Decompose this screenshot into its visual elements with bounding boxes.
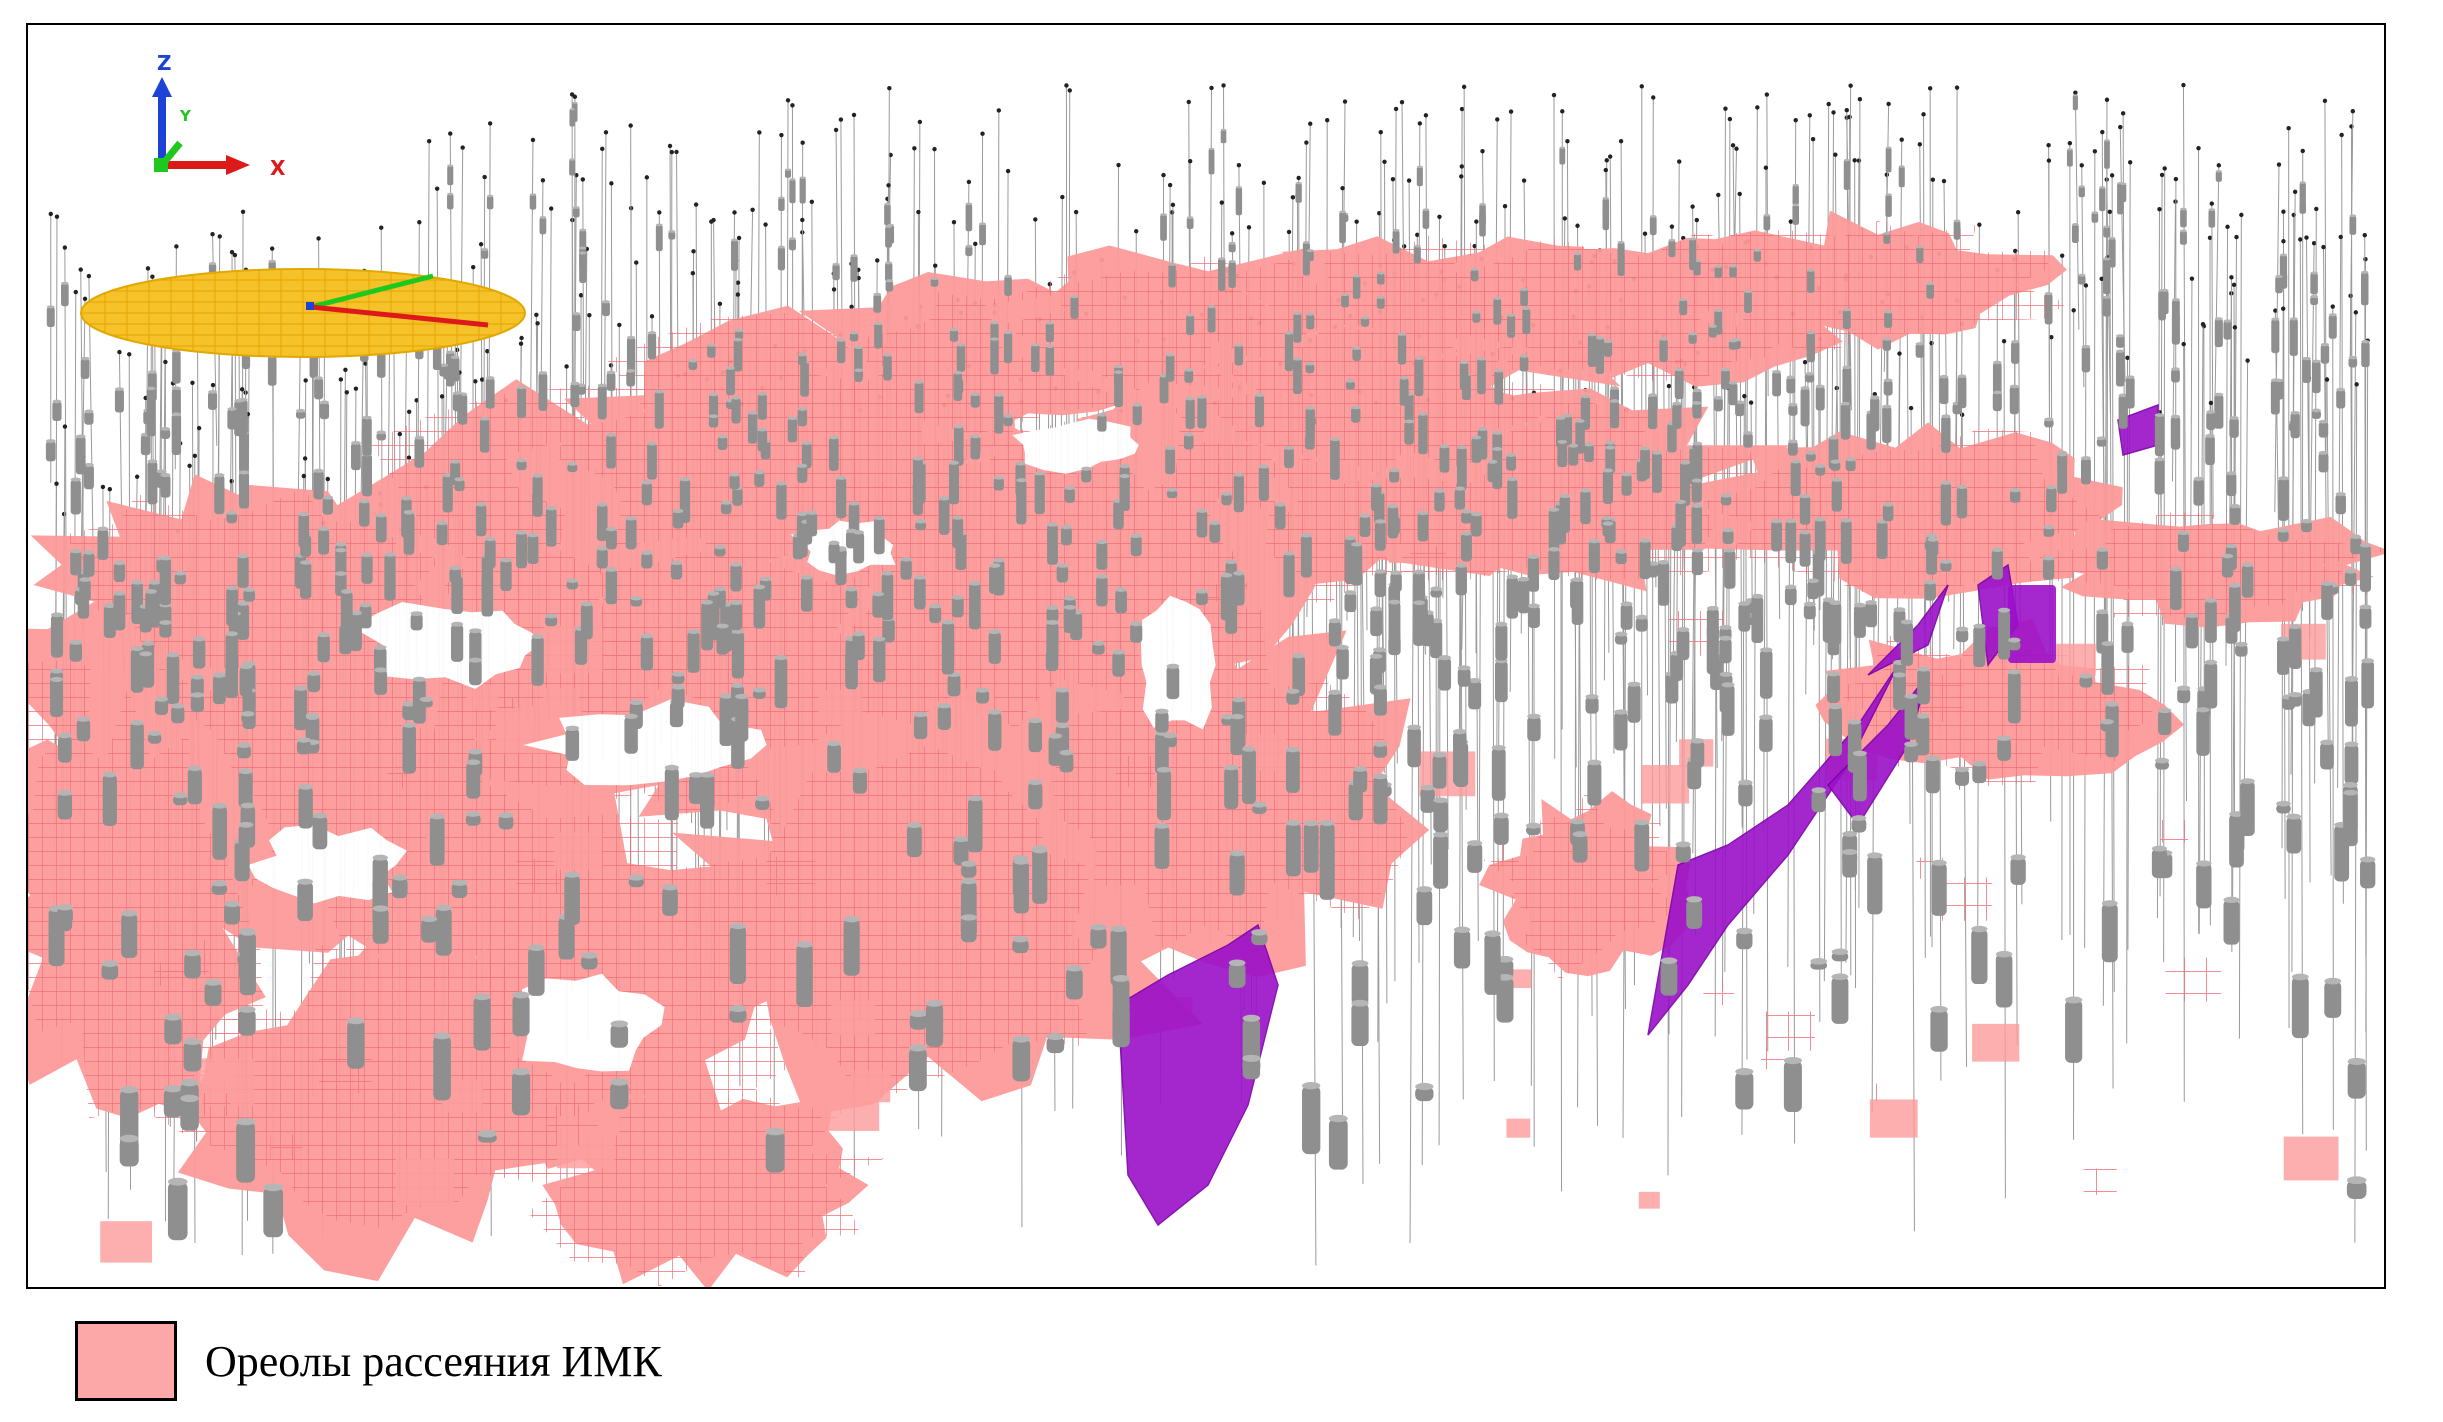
compass-origin bbox=[306, 302, 314, 310]
legend-swatch-halos bbox=[75, 1321, 177, 1401]
x-axis-label: X bbox=[270, 156, 286, 180]
3d-viewport[interactable]: Z Y X bbox=[26, 23, 2386, 1289]
legend-label-halos: Ореолы рассеяния ИМК bbox=[205, 1336, 662, 1386]
scene-canvas[interactable]: Z Y X bbox=[28, 25, 2384, 1287]
y-axis-label: Y bbox=[179, 107, 192, 125]
drill-core-samples bbox=[45, 94, 2376, 1241]
orientation-disc[interactable] bbox=[80, 268, 526, 358]
compass-y-axis bbox=[310, 273, 434, 310]
legend: Ореолы рассеяния ИМК bbox=[75, 1318, 662, 1404]
z-axis-label: Z bbox=[157, 51, 172, 75]
axis-triad[interactable]: Z Y X bbox=[152, 51, 286, 180]
compass-x-axis bbox=[310, 304, 489, 328]
